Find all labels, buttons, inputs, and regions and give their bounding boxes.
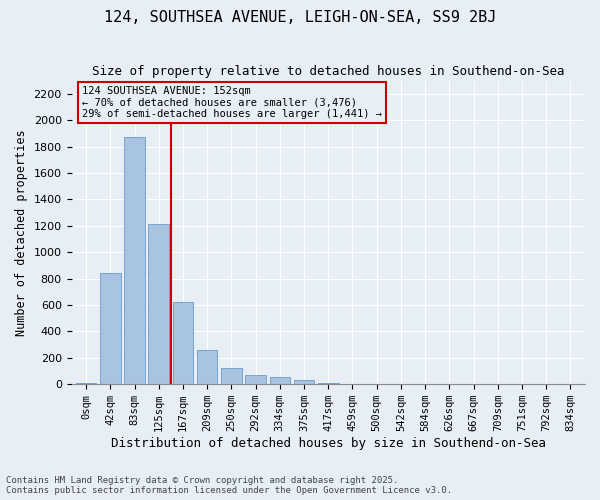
X-axis label: Distribution of detached houses by size in Southend-on-Sea: Distribution of detached houses by size … — [111, 437, 546, 450]
Bar — [221, 368, 242, 384]
Bar — [124, 138, 145, 384]
Text: 124 SOUTHSEA AVENUE: 152sqm
← 70% of detached houses are smaller (3,476)
29% of : 124 SOUTHSEA AVENUE: 152sqm ← 70% of det… — [82, 86, 382, 119]
Text: 124, SOUTHSEA AVENUE, LEIGH-ON-SEA, SS9 2BJ: 124, SOUTHSEA AVENUE, LEIGH-ON-SEA, SS9 … — [104, 10, 496, 25]
Bar — [148, 224, 169, 384]
Bar — [294, 380, 314, 384]
Bar — [318, 383, 338, 384]
Bar — [76, 383, 97, 384]
Bar — [245, 375, 266, 384]
Y-axis label: Number of detached properties: Number of detached properties — [15, 129, 28, 336]
Title: Size of property relative to detached houses in Southend-on-Sea: Size of property relative to detached ho… — [92, 65, 565, 78]
Text: Contains HM Land Registry data © Crown copyright and database right 2025.
Contai: Contains HM Land Registry data © Crown c… — [6, 476, 452, 495]
Bar — [173, 302, 193, 384]
Bar — [269, 377, 290, 384]
Bar — [197, 350, 217, 384]
Bar — [100, 274, 121, 384]
